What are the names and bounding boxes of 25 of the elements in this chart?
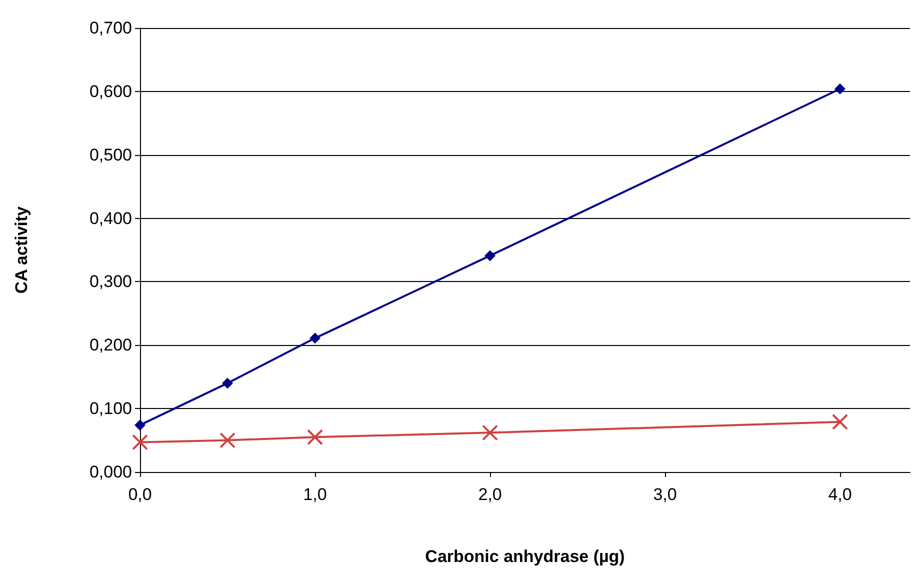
point	[834, 83, 846, 94]
y-tick-label: 0,600	[89, 82, 132, 101]
y-tick-label: 0,100	[89, 399, 132, 418]
point	[482, 424, 498, 441]
y-tick-label: 0,500	[89, 145, 132, 164]
x-tick-label: 0,0	[128, 485, 152, 504]
point	[222, 378, 233, 389]
x-tick-label: 1,0	[303, 485, 327, 504]
y-tick-label: 0,700	[89, 18, 132, 38]
point	[484, 250, 496, 262]
y-tick-label: 0,200	[89, 336, 132, 355]
point	[220, 432, 236, 448]
x-tick-label: 3,0	[653, 485, 677, 504]
x-tick-label: 2,0	[478, 485, 502, 504]
y-tick-label: 0,400	[89, 208, 132, 228]
point	[307, 429, 323, 446]
x-tick-label: 4,0	[828, 485, 852, 504]
point	[310, 332, 320, 344]
x-axis-title: Carbonic anhydrase (µg)	[425, 547, 625, 566]
y-axis-title: CA activity	[12, 206, 31, 294]
point	[832, 414, 848, 430]
y-tick-label: 0,000	[89, 462, 132, 482]
point	[132, 434, 148, 450]
point	[134, 420, 146, 431]
y-tick-label: 0,300	[89, 272, 132, 292]
